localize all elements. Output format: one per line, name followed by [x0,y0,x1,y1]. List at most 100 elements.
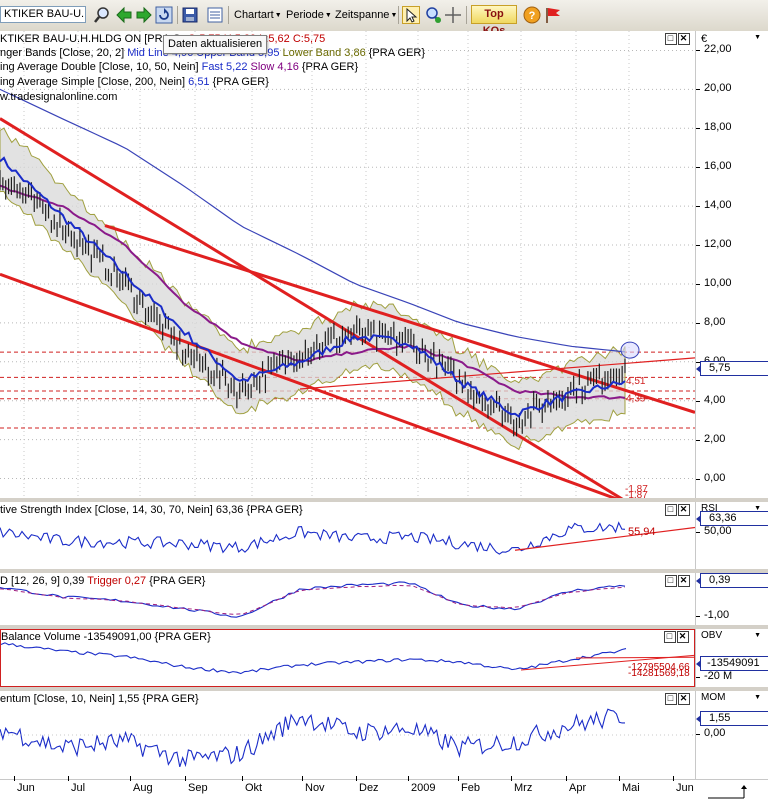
highlight-circle [620,341,640,359]
help-icon[interactable]: ? [523,6,541,24]
fast-ma-line [0,156,626,418]
legend-part: w.tradesignalonline.com [0,91,118,103]
rsi-legend: tive Strength Index [Close, 14, 30, 70, … [0,504,303,516]
legend-part: {PRA GER} [298,61,359,73]
price-tick: 0,00 [695,471,726,484]
tooltip: Daten aktualisieren [163,35,268,54]
legend-line-2: ing Average Double [Close, 10, 50, Nein]… [0,60,358,74]
save-icon[interactable] [181,6,199,24]
legend-line-4: w.tradesignalonline.com [0,90,117,104]
obv-panel: Balance Volume -13549091,00 {PRA GER} □ ✕… [0,629,695,687]
toolbar-separator [398,6,399,24]
rsi-chart[interactable] [0,502,695,569]
panel-splitter[interactable] [0,625,768,629]
legend-part: KTIKER BAU-U.H.HLDG ON [PRA G [0,33,181,45]
month-label: Nov [305,782,325,794]
price-axis: € ▼ 22,00 20,00 18,00 16,00 14,00 12,00 10,00 8… [695,31,768,498]
price-tick: 18,00 [696,121,732,134]
menu-zeitspanne[interactable]: Zeitspanne▼ [335,9,398,21]
price-annotation: 4,39 [626,394,646,405]
month-tick [458,776,459,781]
legend-part: Mid Line [127,47,172,59]
toolbar: KTIKER BAU-U.H.HLDG ON [PRA G Chartart▼ … [0,0,768,37]
macd-chart[interactable] [0,573,695,625]
month-tick [566,776,567,781]
panel-window-buttons[interactable]: □ ✕ [664,693,690,705]
slow-ma-line [0,184,626,400]
price-tick: 4,00 [695,393,726,406]
time-axis: Jun Jul Aug Sep Okt Nov Dez 2009 Feb Mrz Apr Mai Jun [0,776,768,807]
rsi-line [0,521,626,555]
flag-icon[interactable] [544,6,562,24]
price-tick: 2,00 [695,432,726,445]
macd-legend-trigger: Trigger 0,27 [87,575,147,587]
month-label: Feb [461,782,480,794]
month-label: Sep [188,782,208,794]
obv-value-box: -13549091 [696,656,768,671]
macd-legend-main: D [12, 26, 9] 0,39 [0,575,88,587]
price-tick: 20,00 [696,82,732,95]
refresh-icon[interactable] [155,6,173,24]
search-icon[interactable] [93,6,111,24]
legend-part: Slow 4,16 [247,61,299,73]
momentum-chart[interactable] [0,691,695,779]
legend-part: Fast 5,22 [201,61,248,73]
top-kos-button[interactable]: Top KOs [471,5,517,37]
legend-part: nger Bands [Close, 20, 2] [0,47,128,59]
menu-periode[interactable]: Periode▼ [286,9,332,21]
last-price-box: 5,75 [696,361,768,376]
axis-dropdown-icon[interactable]: ▼ [754,632,761,639]
cursor-icon[interactable] [402,6,420,24]
panel-splitter[interactable] [0,687,768,691]
legend-part: {PRA GER} [209,76,269,88]
rsi-annotation: 55,94 [628,526,656,538]
rsi-value-box: 63,36 [696,511,768,526]
momentum-legend: entum [Close, 10, Nein] 1,55 {PRA GER} [0,693,199,705]
macd-legend: D [12, 26, 9] 0,39 Trigger 0,27 {PRA GER… [0,574,205,588]
momentum-axis: MOM ▼ 1,55 0,00 [695,691,768,779]
crosshair-icon[interactable] [444,6,462,24]
price-chart[interactable]: 4,514,39-1,87-1,87 [0,31,695,498]
month-label: Aug [133,782,153,794]
price-tick: 8,00 [695,315,726,328]
macd-tick: -1,00 [695,609,730,621]
panel-splitter[interactable] [0,569,768,573]
legend-part: ing Average Double [Close, 10, 50, Nein] [0,61,202,73]
macd-legend-tail: {PRA GER} [146,575,206,587]
trend-line [0,117,624,498]
month-label: Jun [676,782,694,794]
axis-dropdown-icon[interactable]: ▼ [754,34,761,41]
panel-window-buttons[interactable]: □ ✕ [664,575,690,587]
month-tick [185,776,186,781]
back-arrow-icon[interactable] [115,6,133,24]
obv-line [1,642,627,675]
legend-part: 6,51 [188,76,210,88]
momentum-line [0,708,626,768]
panel-window-buttons[interactable]: □ ✕ [663,631,689,643]
macd-value-box: 0,39 [696,573,768,588]
obv-axis: OBV ▼ -13549091 -20 M [695,629,768,687]
axis-dropdown-icon[interactable]: ▼ [754,694,761,701]
panel-window-buttons[interactable]: □ ✕ [664,504,690,516]
month-label: Apr [569,782,587,794]
resize-corner-icon[interactable] [706,784,748,802]
month-tick [408,776,409,781]
ma200-line [0,88,626,353]
month-label: Mrz [514,782,533,794]
rsi-trend-line [514,526,695,551]
price-tick: 22,00 [696,43,732,56]
panel-splitter[interactable] [0,498,768,502]
menu-chartart[interactable]: Chartart▼ [234,9,282,21]
settings-icon[interactable] [206,6,224,24]
forward-arrow-icon[interactable] [135,6,153,24]
month-tick [130,776,131,781]
symbol-input[interactable]: KTIKER BAU-U.H.HLDG ON [PRA G [0,6,86,23]
panel-window-buttons[interactable]: □ ✕ [664,33,690,45]
zoom-icon[interactable] [424,6,442,24]
legend-part: Lower Band 3,86 [282,47,366,59]
axis-dropdown-icon[interactable]: ▼ [754,505,761,512]
obv-chart[interactable] [1,630,694,686]
macd-trigger-line [0,584,626,615]
toolbar-separator [228,6,229,24]
month-label: Mai [622,782,640,794]
